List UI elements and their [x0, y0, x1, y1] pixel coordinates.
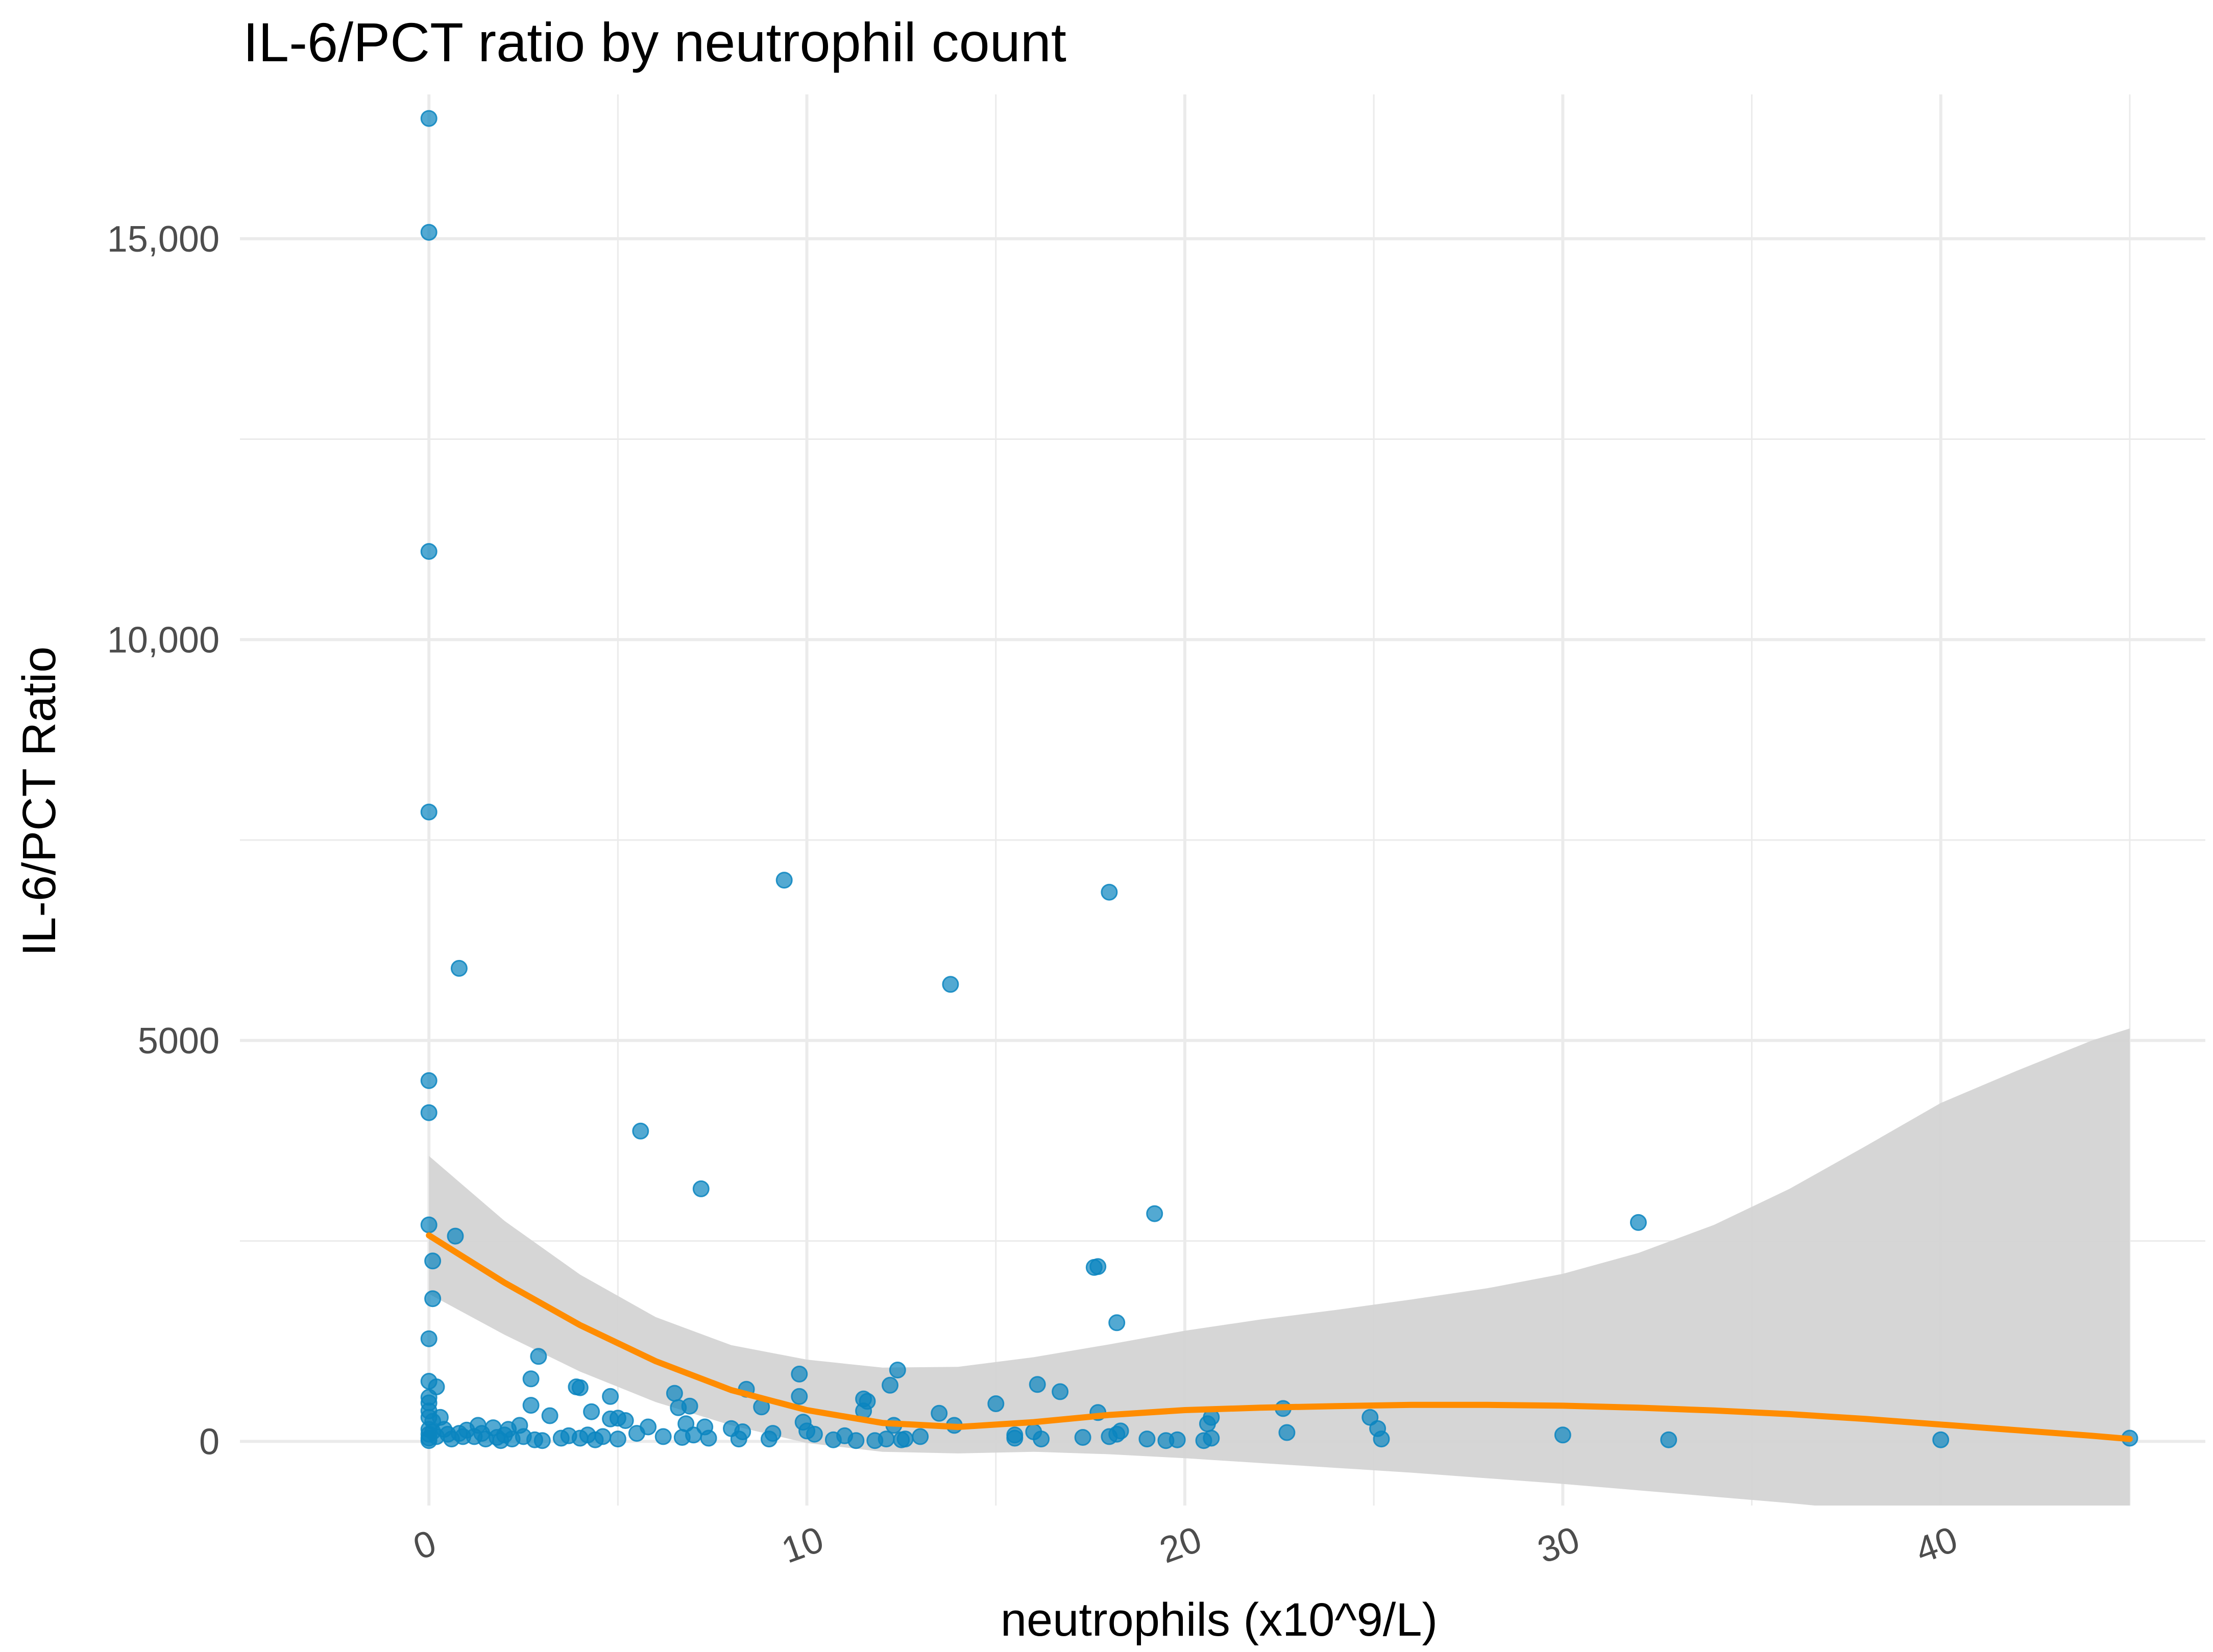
confidence-ribbon-layer	[429, 1028, 2130, 1506]
data-point	[447, 1227, 464, 1245]
chart-title: IL-6/PCT ratio by neutrophil count	[243, 11, 1066, 73]
data-point	[942, 976, 959, 993]
data-point	[522, 1370, 540, 1388]
data-point	[420, 110, 437, 127]
data-point	[424, 1290, 442, 1308]
data-point	[1029, 1376, 1046, 1393]
confidence-ribbon	[429, 1028, 2130, 1506]
data-point	[1660, 1431, 1677, 1448]
smooth-trend-line	[426, 1232, 2133, 1442]
data-point	[791, 1388, 808, 1405]
data-point	[609, 1431, 626, 1448]
data-point	[571, 1379, 589, 1396]
data-point	[420, 224, 437, 241]
data-point	[1169, 1431, 1186, 1448]
data-point	[420, 803, 437, 821]
data-point	[931, 1404, 948, 1422]
data-point	[533, 1432, 551, 1449]
data-point	[882, 1376, 898, 1394]
data-point	[424, 1252, 442, 1270]
data-point	[594, 1428, 612, 1445]
y-axis-tick-labels: 0 5000 10,000 15,000	[107, 219, 220, 1463]
data-point	[1101, 883, 1118, 901]
data-point	[420, 1216, 437, 1234]
y-tick-label: 0	[199, 1421, 220, 1462]
data-point	[912, 1428, 929, 1445]
data-point	[1146, 1205, 1163, 1222]
y-tick-label: 5000	[138, 1021, 220, 1062]
data-point	[1089, 1258, 1107, 1275]
data-point	[775, 872, 793, 889]
data-point	[1554, 1426, 1571, 1444]
data-point	[420, 1104, 437, 1121]
data-point	[889, 1362, 906, 1378]
data-point	[602, 1388, 619, 1405]
smooth-line-layer	[426, 1232, 2133, 1442]
data-point	[1074, 1429, 1091, 1446]
data-point	[420, 1072, 437, 1089]
data-point	[692, 1180, 710, 1197]
y-tick-label: 10,000	[107, 620, 220, 660]
data-point	[734, 1423, 751, 1440]
data-point	[1033, 1431, 1050, 1448]
data-point	[420, 543, 437, 560]
data-point	[666, 1385, 683, 1402]
data-point	[1112, 1422, 1129, 1440]
data-point	[654, 1428, 672, 1445]
data-point	[1108, 1314, 1126, 1332]
data-point	[1373, 1431, 1390, 1448]
data-point	[700, 1429, 717, 1447]
data-point	[681, 1397, 698, 1415]
data-point	[1006, 1429, 1024, 1447]
data-point	[1203, 1429, 1220, 1447]
data-point	[420, 1330, 437, 1347]
data-point	[896, 1431, 914, 1448]
y-tick-label: 15,000	[107, 219, 220, 260]
data-point	[878, 1431, 895, 1448]
data-point	[1138, 1431, 1156, 1448]
data-point	[632, 1122, 649, 1140]
data-point	[847, 1432, 865, 1449]
data-point	[541, 1407, 558, 1424]
data-point	[1932, 1431, 1950, 1448]
data-point	[617, 1412, 634, 1429]
data-point	[1052, 1383, 1069, 1400]
y-axis-title: IL-6/PCT Ratio	[13, 647, 65, 956]
data-point	[640, 1418, 657, 1436]
data-point	[987, 1395, 1005, 1412]
data-point	[1278, 1424, 1296, 1441]
data-point	[530, 1348, 547, 1365]
data-point	[806, 1425, 823, 1443]
data-point	[791, 1365, 808, 1383]
data-point	[764, 1425, 782, 1442]
data-point	[583, 1403, 600, 1420]
data-point	[450, 959, 468, 977]
data-point	[1630, 1214, 1647, 1231]
x-axis-title: neutrophils (x10^9/L)	[1001, 1594, 1438, 1646]
data-point	[522, 1397, 540, 1414]
